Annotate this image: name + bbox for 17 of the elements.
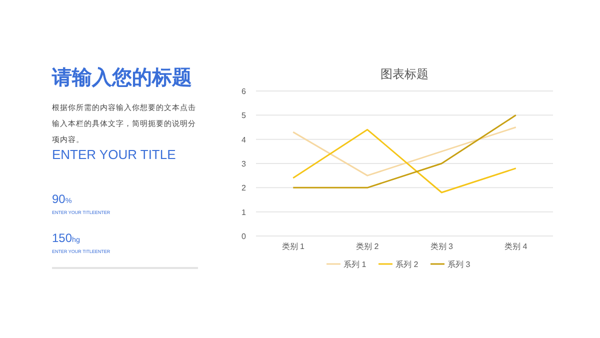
text: ENTER YOUR TITLE xyxy=(52,147,176,162)
x-tick-label: 类别 3 xyxy=(430,242,454,251)
y-tick-label: 6 xyxy=(242,87,247,96)
legend-label: 系列 2 xyxy=(396,260,419,269)
x-tick-label: 类别 2 xyxy=(356,242,380,251)
y-tick-label: 2 xyxy=(242,184,247,193)
x-tick-label: 类别 1 xyxy=(282,242,306,251)
legend-label: 系列 1 xyxy=(344,260,367,269)
text: 请输入您的标题 xyxy=(52,66,192,91)
y-tick-label: 0 xyxy=(242,232,247,241)
y-tick-label: 3 xyxy=(242,160,247,168)
legend-label: 系列 3 xyxy=(448,260,471,269)
y-tick-label: 5 xyxy=(242,111,247,120)
chart-title: 图表标题 xyxy=(380,67,428,81)
y-tick-label: 1 xyxy=(242,208,247,217)
x-tick-label: 类别 4 xyxy=(504,242,528,251)
y-tick-label: 4 xyxy=(242,135,247,144)
